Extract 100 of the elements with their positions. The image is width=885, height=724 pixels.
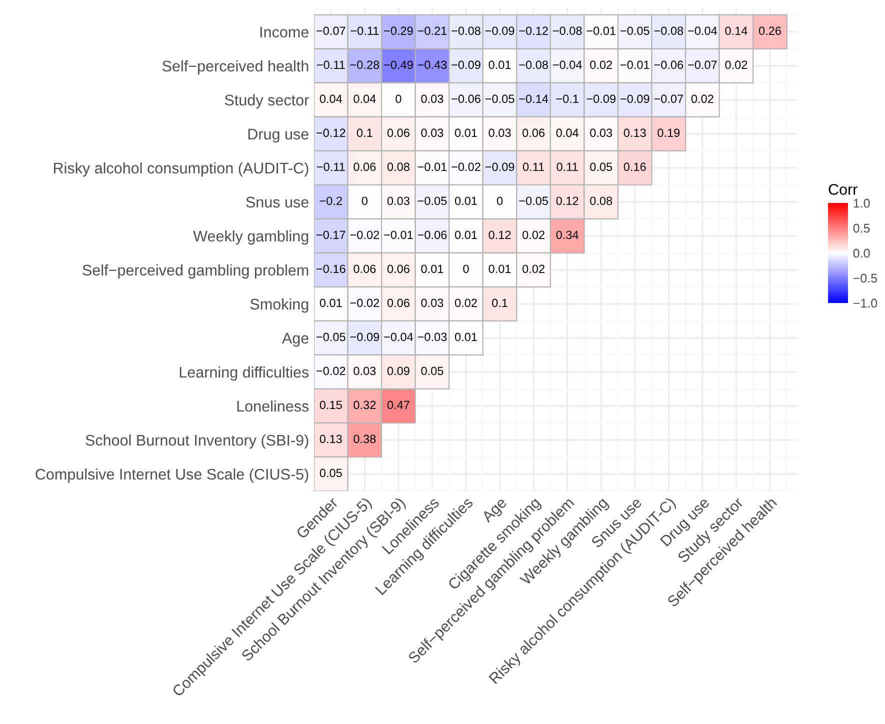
data-label: −0.04 <box>688 26 718 35</box>
data-label: 0.03 <box>421 128 444 138</box>
data-label: −0.14 <box>519 94 548 104</box>
data-label: 0 <box>362 196 368 206</box>
data-label: −0.05 <box>620 26 650 35</box>
data-label: 0.01 <box>421 264 444 274</box>
data-label: 0.06 <box>387 128 410 138</box>
y-tick-label: Income <box>260 26 308 38</box>
data-label: −0.29 <box>384 26 413 35</box>
data-label: −0.01 <box>418 162 447 172</box>
data-label: −0.11 <box>316 60 345 69</box>
data-label: 0 <box>496 196 503 206</box>
data-label: −0.05 <box>485 94 514 104</box>
data-label: 0.01 <box>488 264 511 274</box>
data-label: −0.08 <box>519 60 548 69</box>
data-label: 0.32 <box>354 400 376 410</box>
data-label: −0.01 <box>384 230 413 240</box>
data-label: −0.09 <box>485 162 514 172</box>
color-bar-label: −0.5 <box>853 274 878 283</box>
data-label: −0.08 <box>552 26 582 35</box>
data-label: 0.06 <box>354 264 376 274</box>
data-label: 0.14 <box>725 26 748 35</box>
y-tick-label: Self−perceived gambling problem <box>82 264 308 279</box>
data-label: −0.43 <box>418 60 447 69</box>
data-label: 0.11 <box>556 162 578 172</box>
data-label: −0.09 <box>350 332 380 342</box>
data-label: −0.49 <box>384 60 413 69</box>
y-tick-label: School Burnout Inventory (SBI-9) <box>86 434 308 449</box>
data-label: 0.04 <box>556 128 578 138</box>
y-tick-label: Risky alcohol consumption (AUDIT-C) <box>54 162 308 177</box>
data-label: 0.02 <box>590 60 612 69</box>
data-label: −0.07 <box>654 94 683 104</box>
data-label: 0.34 <box>556 230 578 240</box>
data-label: 0.13 <box>624 128 646 138</box>
data-label: −0.09 <box>620 94 650 104</box>
data-label: 0.05 <box>320 468 342 478</box>
data-label: 0.08 <box>590 196 612 206</box>
data-label: −0.16 <box>316 264 346 274</box>
data-label: 0.02 <box>522 264 544 274</box>
data-label: −0.11 <box>316 162 345 172</box>
data-label: −0.11 <box>350 26 379 35</box>
data-label: 0.38 <box>354 434 376 444</box>
data-label: −0.09 <box>485 26 514 35</box>
y-tick-label: Weekly gambling <box>193 230 308 245</box>
data-label: 0.03 <box>488 128 511 138</box>
data-label: 0.05 <box>590 162 612 172</box>
data-label: 0.02 <box>454 298 477 308</box>
data-label: 0.06 <box>387 298 410 308</box>
data-label: 0.26 <box>758 26 781 35</box>
data-label: 0.05 <box>421 366 444 376</box>
data-label: 0.03 <box>421 94 444 104</box>
data-label: −0.06 <box>418 230 447 240</box>
data-label: −0.07 <box>316 26 346 35</box>
data-label: 0.01 <box>454 230 477 240</box>
data-label: −0.02 <box>350 298 380 308</box>
y-tick-label: Smoking <box>250 298 308 313</box>
data-label: −0.04 <box>552 60 582 69</box>
data-label: −0.28 <box>350 60 380 69</box>
data-label: 0.03 <box>421 298 444 308</box>
data-label: −0.05 <box>418 196 447 206</box>
data-label: 0.11 <box>522 162 544 172</box>
color-bar-label: 0.5 <box>853 224 870 233</box>
data-label: 0.06 <box>387 264 410 274</box>
data-label: −0.02 <box>350 230 380 240</box>
data-label: 0.01 <box>454 196 477 206</box>
data-label: 0.03 <box>387 196 410 206</box>
data-label: 0.08 <box>387 162 410 172</box>
data-label: 0.19 <box>658 128 680 138</box>
data-label: −0.12 <box>519 26 548 35</box>
data-label: 0.04 <box>354 94 376 104</box>
data-label: 0.03 <box>590 128 612 138</box>
data-label: −0.09 <box>586 94 616 104</box>
data-label: −0.21 <box>418 26 447 35</box>
data-label: 0.02 <box>691 94 714 104</box>
data-label: −0.04 <box>384 332 414 342</box>
color-bar-title: Corr <box>828 184 858 195</box>
y-tick-label: Learning difficulties <box>180 366 309 381</box>
data-label: 0.15 <box>320 400 342 410</box>
data-label: 0 <box>463 264 469 274</box>
data-label: 0 <box>396 94 402 104</box>
y-tick-label: Snus use <box>246 196 308 208</box>
data-label: 0.04 <box>320 94 342 104</box>
data-label: −0.2 <box>320 196 342 206</box>
data-label: −0.07 <box>688 60 717 69</box>
data-label: 0.1 <box>356 128 372 138</box>
data-label: −0.05 <box>519 196 548 206</box>
data-label: 0.01 <box>320 298 342 308</box>
data-label: −0.09 <box>452 60 480 69</box>
data-label: 0.01 <box>454 332 477 342</box>
data-label: −0.17 <box>316 230 346 240</box>
data-label: 0.02 <box>522 230 544 240</box>
data-label: −0.06 <box>452 94 480 104</box>
data-label: 0.47 <box>387 400 410 410</box>
data-label: −0.05 <box>316 332 346 342</box>
data-label: −0.08 <box>654 26 684 35</box>
data-label: 0.16 <box>624 162 646 172</box>
y-tick-label: Compulsive Internet Use Scale (CIUS-5) <box>36 468 308 483</box>
y-tick-label: Drug use <box>248 128 308 143</box>
data-label: 0.12 <box>556 196 578 206</box>
color-bar-label: 1.0 <box>854 198 870 208</box>
